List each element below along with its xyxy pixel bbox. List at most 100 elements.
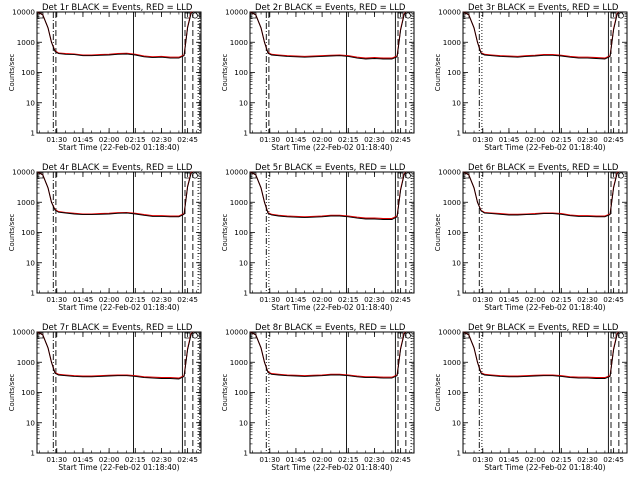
corner-marker-circle	[618, 172, 624, 179]
plot-frame	[249, 11, 415, 134]
series-line-lld	[463, 331, 620, 379]
panel-9: Det 9r BLACK = Events, RED = LLD 1 10 100 10…	[434, 323, 628, 472]
y-tick-label: 1000	[230, 38, 249, 47]
y-axis-label: Counts/sec	[434, 214, 442, 252]
y-tick-label: 10	[239, 258, 249, 267]
y-tick-label: 10	[452, 258, 462, 267]
x-tick-label: 01:45	[73, 295, 94, 304]
series-line-lld	[463, 11, 620, 59]
corner-marker-circle	[405, 172, 411, 179]
panel-title: Det 2r BLACK = Events, RED = LLD	[255, 3, 406, 13]
panel-1: Det 1r BLACK = Events, RED = LLD 1 10 100 10…	[8, 3, 202, 152]
x-tick-label: 02:30	[364, 455, 385, 464]
plot-frame	[36, 171, 202, 294]
x-tick-label: 02:45	[390, 455, 411, 464]
y-axis-label: Counts/sec	[434, 374, 442, 412]
corner-marker-square	[610, 12, 617, 19]
y-tick-label: 10000	[12, 168, 35, 177]
x-tick-label: 01:45	[73, 135, 94, 144]
corner-marker-square	[397, 332, 404, 339]
panel-title: Det 8r BLACK = Events, RED = LLD	[255, 323, 406, 333]
series-line-events	[37, 331, 194, 380]
series-line-lld	[37, 171, 194, 217]
y-tick-label: 1000	[230, 358, 249, 367]
y-tick-label: 100	[234, 228, 248, 237]
panel-4: Det 4r BLACK = Events, RED = LLD 1 10 100 10…	[8, 163, 202, 312]
x-tick-label: 02:45	[603, 455, 624, 464]
panel-6: Det 6r BLACK = Events, RED = LLD 1 10 100 10…	[434, 163, 628, 312]
x-tick-label: 02:15	[551, 295, 572, 304]
y-tick-label: 100	[234, 68, 248, 77]
x-tick-label: 01:45	[499, 295, 520, 304]
y-tick-label: 100	[447, 228, 461, 237]
panel-8: Det 8r BLACK = Events, RED = LLD 1 10 100 10…	[221, 323, 415, 472]
x-tick-label: 01:30	[259, 135, 280, 144]
y-tick-label: 1000	[230, 198, 249, 207]
y-tick-label: 10	[239, 98, 249, 107]
panel-7: Det 7r BLACK = Events, RED = LLD 1 10 100 10…	[8, 323, 202, 472]
y-tick-label: 1	[30, 129, 35, 138]
x-tick-label: 02:30	[577, 455, 598, 464]
y-axis-label: Counts/sec	[8, 214, 16, 252]
panel-title: Det 9r BLACK = Events, RED = LLD	[468, 323, 619, 333]
y-tick-label: 1	[243, 129, 248, 138]
plot-frame	[36, 331, 202, 454]
series-line-events	[463, 171, 620, 218]
x-tick-label: 02:00	[525, 295, 546, 304]
corner-marker-circle	[192, 172, 198, 179]
y-tick-label: 10000	[225, 328, 248, 337]
x-tick-label: 02:45	[603, 135, 624, 144]
x-tick-label: 02:15	[551, 455, 572, 464]
x-axis-label: Start Time (22-Feb-02 01:18:40)	[484, 463, 605, 472]
x-tick-label: 02:30	[364, 135, 385, 144]
x-tick-label: 02:30	[151, 295, 172, 304]
x-tick-label: 02:15	[338, 135, 359, 144]
y-tick-label: 1000	[443, 38, 462, 47]
panel-title: Det 4r BLACK = Events, RED = LLD	[42, 163, 193, 173]
x-tick-label: 02:30	[577, 135, 598, 144]
x-tick-label: 02:30	[364, 295, 385, 304]
x-tick-label: 02:15	[338, 295, 359, 304]
x-tick-label: 02:00	[99, 295, 120, 304]
y-tick-label: 10000	[12, 8, 35, 17]
x-tick-label: 02:00	[312, 295, 333, 304]
corner-marker-circle	[618, 12, 624, 19]
series-line-lld	[37, 11, 194, 58]
x-tick-label: 02:00	[312, 135, 333, 144]
y-tick-label: 10000	[438, 8, 461, 17]
series-line-events	[463, 331, 620, 379]
x-axis-label: Start Time (22-Feb-02 01:18:40)	[58, 463, 179, 472]
x-tick-label: 02:15	[338, 455, 359, 464]
x-tick-label: 01:30	[259, 455, 280, 464]
x-tick-label: 01:30	[472, 295, 493, 304]
x-axis-label: Start Time (22-Feb-02 01:18:40)	[271, 143, 392, 152]
x-tick-label: 01:45	[286, 135, 307, 144]
corner-marker-square	[610, 332, 617, 339]
y-tick-label: 1	[30, 289, 35, 298]
corner-marker-circle	[192, 12, 198, 19]
x-tick-label: 02:00	[99, 455, 120, 464]
x-tick-label: 02:30	[151, 455, 172, 464]
x-axis-label: Start Time (22-Feb-02 01:18:40)	[271, 463, 392, 472]
corner-marker-circle	[405, 332, 411, 339]
x-axis-label: Start Time (22-Feb-02 01:18:40)	[271, 303, 392, 312]
y-axis-label: Counts/sec	[221, 214, 229, 252]
series-line-events	[463, 11, 620, 60]
x-tick-label: 01:45	[286, 295, 307, 304]
y-tick-label: 10000	[225, 168, 248, 177]
y-tick-label: 1	[456, 289, 461, 298]
y-tick-label: 100	[447, 388, 461, 397]
x-tick-label: 01:45	[73, 455, 94, 464]
y-tick-label: 100	[21, 388, 35, 397]
y-tick-label: 100	[21, 68, 35, 77]
y-tick-label: 10	[26, 418, 36, 427]
y-tick-label: 10	[239, 418, 249, 427]
series-line-lld	[250, 331, 407, 378]
panel-5: Det 5r BLACK = Events, RED = LLD 1 10 100 10…	[221, 163, 415, 312]
y-tick-label: 1000	[17, 38, 36, 47]
x-axis-label: Start Time (22-Feb-02 01:18:40)	[58, 303, 179, 312]
y-tick-label: 1000	[17, 358, 36, 367]
y-tick-label: 1	[30, 449, 35, 458]
y-axis-label: Counts/sec	[8, 54, 16, 92]
